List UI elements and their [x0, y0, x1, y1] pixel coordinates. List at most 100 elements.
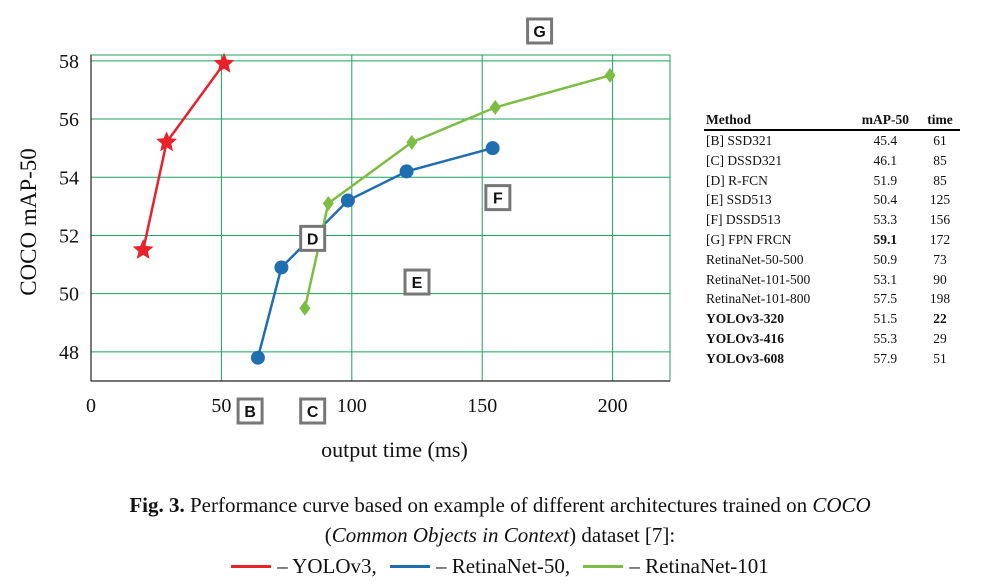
- legend-label: – RetinaNet-50,: [436, 554, 571, 578]
- table-row: YOLOv3-320 51.5 22: [704, 309, 960, 329]
- x-tick-label: 50: [211, 395, 231, 417]
- y-axis-label: COCO mAP-50: [16, 148, 41, 296]
- caption-text-b: ) dataset [7]:: [569, 523, 676, 547]
- table-row: [E] SSD513 50.4 125: [704, 190, 960, 210]
- legend-item-yolov3: – YOLOv3,: [231, 551, 377, 581]
- header-method: Method: [704, 112, 851, 131]
- cell-method: [B] SSD321: [706, 133, 773, 148]
- performance-chart: 0 50 100 150 200 48 50 52 54 56 58 output time (ms)…: [16, 17, 671, 462]
- data-point-circle: [274, 260, 289, 275]
- x-tick-label: 0: [86, 395, 96, 417]
- y-tick-label: 56: [59, 109, 79, 131]
- point-label-box: [403, 268, 431, 296]
- table-row: RetinaNet-101-500 53.1 90: [704, 270, 960, 290]
- series-line-retinanet-50: [256, 146, 493, 359]
- x-tick-label: 200: [598, 395, 628, 417]
- cell-method: YOLOv3-320: [706, 311, 785, 327]
- header-map: mAP-50: [850, 112, 921, 131]
- x-tick-label: 150: [467, 395, 497, 417]
- cell-time: 85: [933, 152, 947, 168]
- table-row: [B] SSD321 45.4 61: [704, 130, 960, 151]
- point-label: G: [533, 24, 545, 41]
- point-label-box: [299, 224, 327, 252]
- figure-caption: Fig. 3. Performance curve based on examp…: [0, 490, 1000, 550]
- header-time: time: [920, 112, 960, 131]
- table-row: RetinaNet-101-800 57.5 198: [704, 289, 960, 309]
- cell-map: 57.5: [873, 291, 898, 307]
- caption-italic-b: Common Objects in Context: [331, 523, 570, 547]
- data-point-circle: [340, 193, 355, 208]
- y-tick-label: 54: [59, 167, 79, 189]
- series-line-yolov3: [141, 62, 226, 251]
- data-point-diamond: [406, 134, 418, 150]
- cell-map: 53.3: [873, 212, 898, 228]
- series-line-retinanet-101: [303, 74, 611, 309]
- table-row: [G] FPN FRCN 59.1 172: [704, 230, 960, 250]
- y-tick-label: 52: [59, 225, 79, 247]
- data-point-circle: [485, 141, 500, 156]
- table-row: [D] R-FCN 51.9 85: [704, 171, 960, 191]
- data-point-star: [213, 52, 235, 73]
- data-point-circle: [250, 350, 265, 365]
- cell-time: 156: [929, 212, 951, 228]
- plot-frame: [90, 54, 671, 382]
- table-row: [C] DSSD321 46.1 85: [704, 151, 960, 171]
- cell-time: 85: [933, 172, 947, 188]
- results-table: Method mAP-50 time [B] SSD321 45.4 61 [C…: [704, 112, 960, 369]
- cell-time: 125: [929, 192, 951, 208]
- cell-time: 51: [933, 350, 947, 366]
- legend-swatch: [583, 564, 624, 568]
- point-label: F: [493, 191, 503, 208]
- point-label: E: [412, 275, 423, 292]
- point-label-box: [236, 397, 264, 425]
- cell-time: 61: [933, 133, 947, 148]
- cell-map: 51.5: [873, 311, 898, 327]
- cell-method: [C] DSSD321: [706, 152, 783, 168]
- legend-label: – RetinaNet-101: [629, 554, 769, 578]
- cell-map: 45.4: [873, 133, 898, 148]
- y-tick-label: 50: [59, 284, 79, 306]
- y-tick-label: 48: [59, 342, 79, 364]
- cell-method: [G] FPN FRCN: [706, 231, 792, 247]
- table-header-row: Method mAP-50 time: [704, 112, 960, 131]
- point-label: C: [307, 404, 319, 421]
- data-point-diamond: [322, 195, 334, 211]
- point-label-box: [526, 17, 554, 45]
- cell-map: 50.4: [873, 192, 898, 208]
- chart-legend: – YOLOv3, – RetinaNet-50, – RetinaNet-10…: [0, 551, 1000, 581]
- cell-map: 55.3: [873, 330, 898, 346]
- cell-time: 198: [929, 291, 951, 307]
- data-point-star: [156, 131, 178, 152]
- caption-open-paren: (: [324, 523, 332, 547]
- cell-method: [E] SSD513: [706, 192, 772, 208]
- cell-time: 22: [933, 311, 947, 327]
- table-row: YOLOv3-416 55.3 29: [704, 329, 960, 349]
- legend-item-retinanet-101: – RetinaNet-101: [583, 551, 769, 581]
- data-point-diamond: [299, 300, 311, 316]
- cell-map: 50.9: [873, 251, 898, 267]
- table-row: [F] DSSD513 53.3 156: [704, 210, 960, 230]
- point-label: D: [307, 231, 319, 248]
- cell-method: YOLOv3-608: [706, 350, 785, 366]
- table-row: YOLOv3-608 57.9 51: [704, 349, 960, 369]
- table-row: RetinaNet-50-500 50.9 73: [704, 250, 960, 270]
- caption-italic-a: COCO: [812, 493, 871, 517]
- y-tick-label: 58: [59, 51, 79, 73]
- legend-item-retinanet-50: – RetinaNet-50,: [390, 551, 570, 581]
- cell-method: RetinaNet-50-500: [706, 251, 804, 267]
- cell-map: 59.1: [873, 231, 898, 247]
- point-label-box: [484, 184, 512, 212]
- cell-time: 73: [933, 251, 947, 267]
- cell-method: [F] DSSD513: [706, 212, 781, 228]
- legend-swatch: [390, 564, 430, 568]
- data-point-diamond: [604, 67, 616, 83]
- cell-map: 53.1: [873, 271, 898, 287]
- data-point-circle: [399, 164, 414, 179]
- data-point-star: [132, 239, 154, 259]
- cell-time: 29: [933, 330, 947, 346]
- x-axis-label: output time (ms): [321, 437, 468, 462]
- x-tick-label: 100: [337, 395, 367, 417]
- cell-map: 57.9: [873, 350, 898, 366]
- cell-map: 51.9: [873, 172, 898, 188]
- cell-method: [D] R-FCN: [706, 172, 768, 188]
